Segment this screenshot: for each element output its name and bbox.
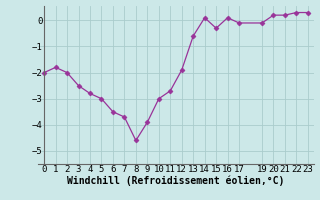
X-axis label: Windchill (Refroidissement éolien,°C): Windchill (Refroidissement éolien,°C) (67, 176, 285, 186)
